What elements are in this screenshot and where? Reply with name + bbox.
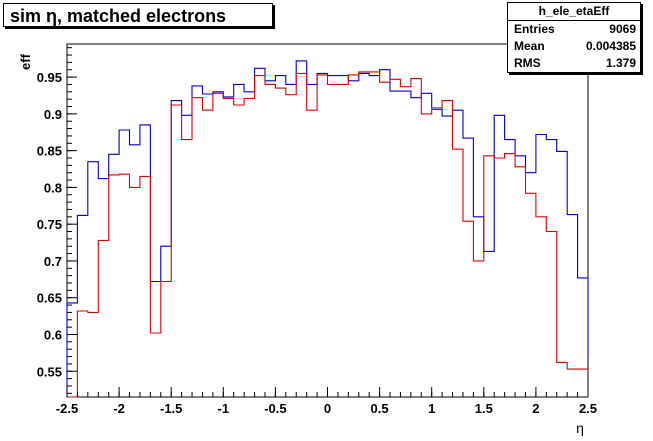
- x-tick-label: 2: [532, 401, 539, 416]
- axis-layer: -2.5 -2 -1.5 -1 -0.5 0 0.5 1 1.5 2 2.5 0.55 0.6 0.65 0…: [37, 47, 597, 416]
- stats-value: 0.004385: [585, 39, 636, 53]
- stats-row-rms: RMS 1.379: [508, 55, 640, 72]
- chart-title-box: sim η, matched electrons: [3, 3, 273, 27]
- x-tick-label: -2: [113, 401, 125, 416]
- x-tick-label: -1: [218, 401, 230, 416]
- stats-row-entries: Entries 9069: [508, 21, 640, 38]
- x-tick-label: 2.5: [579, 401, 597, 416]
- y-tick-label: 0.6: [44, 327, 62, 342]
- stats-label: Entries: [514, 22, 555, 36]
- x-tick-label: -0.5: [264, 401, 286, 416]
- stats-value: 9069: [609, 22, 636, 36]
- y-tick-label: 0.75: [37, 217, 62, 232]
- series-line-1: [67, 71, 588, 398]
- y-tick-label: 0.8: [44, 180, 62, 195]
- x-tick-label: 1: [428, 401, 435, 416]
- stats-box: h_ele_etaEff Entries 9069 Mean 0.004385 …: [507, 2, 641, 73]
- stats-label: RMS: [514, 56, 541, 70]
- x-tick-label: -1.5: [160, 401, 182, 416]
- y-axis-label: eff: [18, 53, 33, 70]
- x-tick-label: 1.5: [475, 401, 493, 416]
- y-tick-label: 0.9: [44, 107, 62, 122]
- y-tick-label: 0.95: [37, 70, 62, 85]
- stats-histogram-name: h_ele_etaEff: [508, 3, 640, 21]
- y-tick-label: 0.85: [37, 144, 62, 159]
- stats-label: Mean: [514, 39, 545, 53]
- y-tick-label: 0.55: [37, 364, 62, 379]
- stats-row-mean: Mean 0.004385: [508, 38, 640, 55]
- series-layer: [66, 60, 589, 398]
- y-tick-label: 0.7: [44, 254, 62, 269]
- plot-frame: [66, 43, 589, 398]
- y-tick-label: 0.65: [37, 291, 62, 306]
- stats-value: 1.379: [605, 56, 636, 70]
- x-tick-label: -2.5: [56, 401, 78, 416]
- x-tick-label: 0: [324, 401, 331, 416]
- plot-frame-layer: [66, 43, 589, 398]
- x-axis-label: η: [576, 420, 584, 436]
- chart-title: sim η, matched electrons: [10, 6, 227, 26]
- x-tick-label: 0.5: [371, 401, 389, 416]
